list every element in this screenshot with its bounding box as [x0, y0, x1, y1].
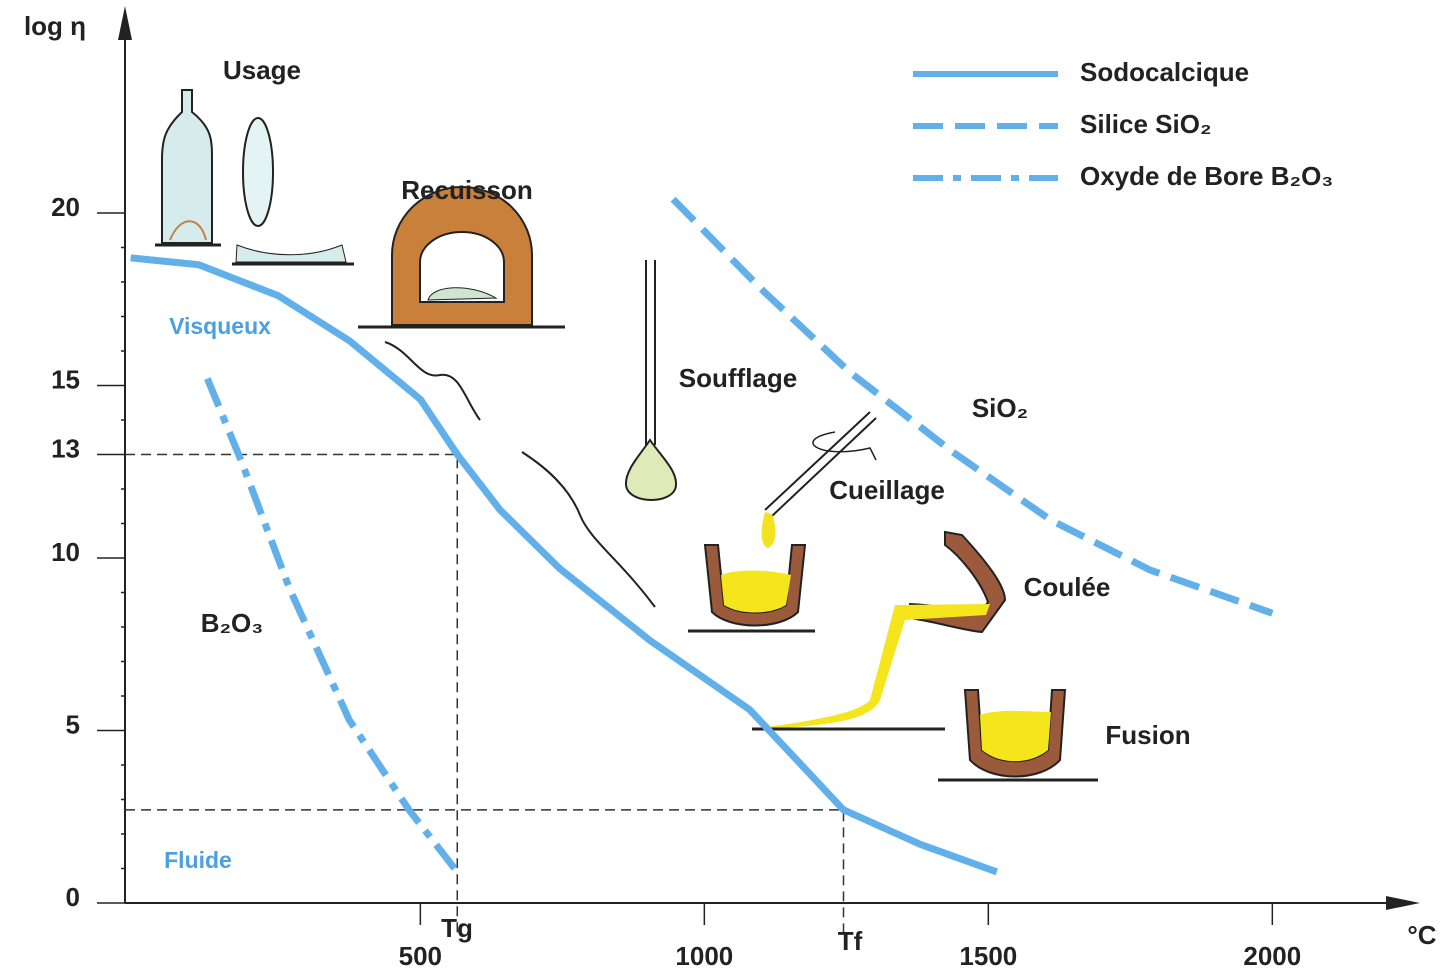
x-tick-label: 1500 — [959, 941, 1017, 971]
legend-label: Silice SiO₂ — [1080, 109, 1212, 139]
y-tick-label: 13 — [51, 433, 80, 463]
legend-label: Oxyde de Bore B₂O₃ — [1080, 161, 1333, 191]
x-tick-label: 2000 — [1243, 941, 1301, 971]
annotation: Tg — [441, 913, 473, 943]
annotation: SiO₂ — [972, 393, 1028, 423]
annotation: Recuisson — [401, 175, 533, 205]
x-tick-label: 1000 — [675, 941, 733, 971]
x-axis-label: °C — [1407, 920, 1436, 950]
legend-label: Sodocalcique — [1080, 57, 1249, 87]
y-tick-label: 10 — [51, 537, 80, 567]
y-tick-label: 15 — [51, 364, 80, 394]
chart: 0 5 10 13 15 20 500 1000 1500 2000 log η °C Sodocalc… — [0, 0, 1447, 974]
annotation: B₂O₃ — [201, 608, 264, 638]
annotation: Visqueux — [169, 313, 271, 339]
y-tick-label: 0 — [66, 882, 80, 912]
y-arrow — [118, 6, 132, 40]
annotation: Tf — [838, 926, 863, 956]
series-line — [131, 258, 997, 872]
reference-line — [125, 810, 843, 933]
x-arrow — [1386, 896, 1420, 910]
y-tick-label: 5 — [66, 709, 80, 739]
annotation: Soufflage — [679, 363, 797, 393]
y-tick-label: 20 — [51, 192, 80, 222]
y-axis-label: log η — [24, 11, 86, 41]
annotation: Coulée — [1024, 572, 1111, 602]
x-tick-label: 500 — [399, 941, 442, 971]
annotation: Fluide — [164, 847, 232, 873]
illustrations — [155, 90, 1098, 780]
annotation: Fusion — [1105, 720, 1190, 750]
annotation: Usage — [223, 55, 301, 85]
annotation: Cueillage — [829, 475, 945, 505]
